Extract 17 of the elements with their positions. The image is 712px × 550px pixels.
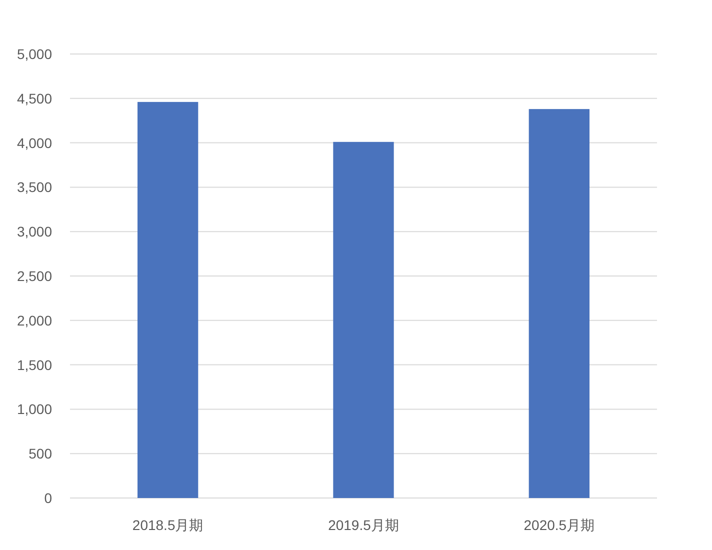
- y-tick-label: 1,500: [16, 356, 52, 373]
- y-tick-label: 2,500: [16, 268, 52, 284]
- x-tick-label: 2020.5月期: [524, 517, 595, 533]
- y-tick-label: 3,000: [16, 224, 52, 240]
- y-tick-label: 3,500: [16, 179, 52, 196]
- y-tick-label: 500: [28, 446, 52, 462]
- bar: [333, 142, 394, 498]
- bar: [138, 102, 198, 498]
- x-tick-label: 2018.5月期: [132, 517, 204, 533]
- y-tick-label: 1,000: [16, 401, 52, 418]
- y-tick-label: 5,000: [16, 46, 52, 62]
- y-tick-label: 4,500: [16, 90, 52, 106]
- y-tick-label: 2,000: [16, 312, 52, 328]
- y-tick-label: 0: [44, 490, 52, 506]
- bar: [528, 109, 590, 498]
- x-tick-label: 2019.5月期: [328, 517, 399, 533]
- y-tick-label: 4,000: [16, 134, 52, 151]
